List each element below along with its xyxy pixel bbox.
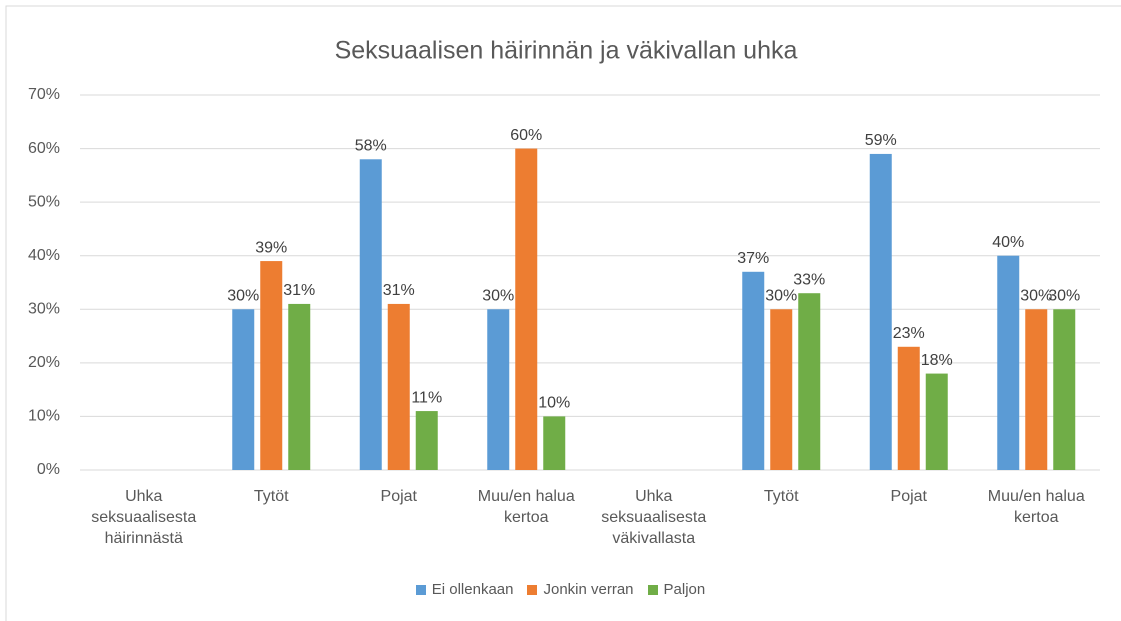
y-tick-label: 50% [28,193,60,210]
data-label: 58% [355,138,387,155]
bar [869,153,892,470]
bar [897,346,920,470]
legend-item: Paljon [647,581,706,598]
data-label: 30% [482,288,514,305]
data-label: 18% [921,352,953,369]
data-label: 60% [510,127,542,144]
x-tick-label: Uhka seksuaalisesta häirinnästä [91,488,197,547]
legend-label: Paljon [663,581,706,598]
x-tick-label: Tytöt [763,488,799,505]
data-label: 11% [411,389,442,406]
bar [232,309,255,470]
data-label: 23% [893,325,925,342]
legend-swatch [415,584,426,595]
bar [487,309,510,470]
bar [359,159,382,471]
legend-label: Jonkin verran [543,581,634,598]
legend-swatch [527,584,538,595]
bar [415,411,438,470]
bar [1025,309,1048,470]
y-tick-label: 70% [28,86,60,103]
y-tick-label: 30% [28,301,60,318]
bar [288,303,311,470]
data-label: 10% [538,395,570,412]
bar [925,373,948,470]
chart-border [5,5,1121,621]
bar [798,293,821,470]
legend: Ei ollenkaan Jonkin verran Paljon [0,581,1121,598]
legend-swatch [647,584,658,595]
data-label: 33% [793,271,825,288]
bar [515,148,538,471]
y-tick-label: 60% [28,140,60,157]
chart-title: Seksuaalisen häirinnän ja väkivallan uhk… [335,37,798,65]
data-label: 30% [227,288,259,305]
x-tick-label: Tytöt [253,488,289,505]
x-tick-label: Uhka seksuaalisesta väkivallasta [601,488,707,547]
bar [387,303,410,470]
data-label: 30% [1020,288,1052,305]
bar [997,255,1020,470]
data-label: 30% [1048,288,1080,305]
bar [742,271,765,470]
x-tick-label: Muu/en halua kertoa [477,488,575,526]
data-label: 39% [255,239,287,256]
bar [1053,309,1076,470]
legend-label: Ei ollenkaan [431,581,514,598]
bar [770,309,793,470]
data-label: 30% [765,288,797,305]
data-label: 37% [737,250,769,267]
x-tick-label: Muu/en halua kertoa [987,488,1085,526]
data-label: 59% [865,132,897,149]
y-tick-label: 0% [37,461,60,478]
y-tick-label: 10% [28,408,60,425]
x-tick-label: Pojat [380,488,417,505]
x-tick-label: Pojat [890,488,927,505]
data-label: 40% [992,234,1024,251]
y-tick-label: 20% [28,354,60,371]
legend-item: Jonkin verran [527,581,634,598]
y-tick-label: 40% [28,247,60,264]
bar [260,261,283,470]
bar [543,416,566,470]
data-label: 31% [383,282,415,299]
data-label: 31% [283,282,315,299]
legend-item: Ei ollenkaan [415,581,514,598]
